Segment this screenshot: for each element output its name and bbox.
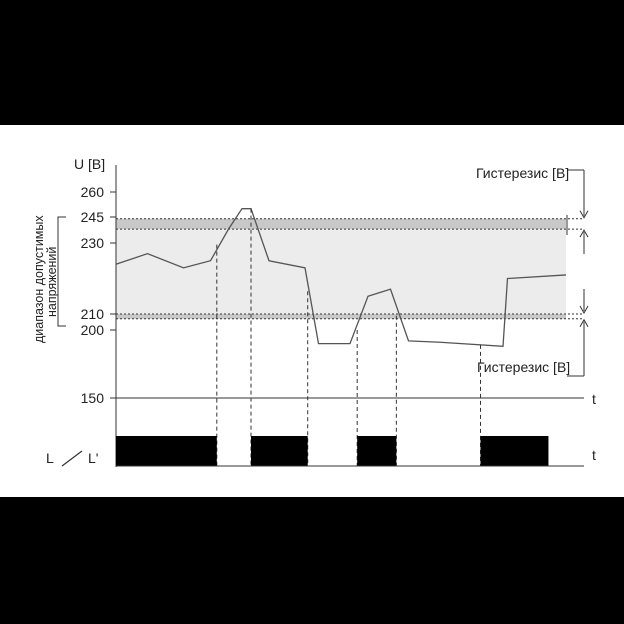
hysteresis-arrowhead <box>579 229 589 238</box>
band-upper_hysteresis <box>116 218 566 230</box>
y-tick-label: 210 <box>81 306 105 322</box>
range-label-line2: напряжений <box>45 247 59 317</box>
range-bracket <box>57 216 66 327</box>
band-allowed <box>116 229 566 314</box>
hysteresis-arrowhead <box>579 305 589 315</box>
y-tick-label: 200 <box>81 322 105 338</box>
y-axis-label: U [В] <box>74 156 105 172</box>
relay-on-bar <box>357 436 397 466</box>
chart-panel: U [В] 260 245 230 210 200 150 t t L L' диапаз… <box>0 125 624 497</box>
time-label-voltage: t <box>592 391 596 407</box>
band-lower_hysteresis <box>116 314 566 319</box>
range-label-line1: диапазон допустимых <box>32 215 46 343</box>
relay-label-L: L <box>46 450 54 466</box>
relay-switch-symbol <box>61 450 83 467</box>
hysteresis-annotations <box>567 169 589 377</box>
hysteresis-arrowhead <box>579 318 589 328</box>
y-tick-label: 150 <box>81 390 105 406</box>
y-tick-label: 230 <box>81 235 105 251</box>
y-tick-label: 260 <box>81 184 105 200</box>
y-tick-label: 245 <box>81 209 105 225</box>
relay-on-bar <box>480 436 549 466</box>
voltage-curve <box>115 208 567 348</box>
hysteresis-label-top: Гистерезис [В] <box>476 165 569 181</box>
range-label: диапазон допустимых напряжений <box>32 215 59 343</box>
hysteresis-label-bottom: Гистерезис [В] <box>477 359 570 375</box>
relay-state <box>116 436 549 466</box>
time-label-relay: t <box>592 447 596 463</box>
voltage-bands <box>116 218 584 320</box>
relay-on-bar <box>251 436 308 466</box>
relay-on-bar <box>116 436 217 466</box>
hysteresis-arrowhead <box>579 210 589 219</box>
relay-label-L-prime: L' <box>88 450 98 466</box>
